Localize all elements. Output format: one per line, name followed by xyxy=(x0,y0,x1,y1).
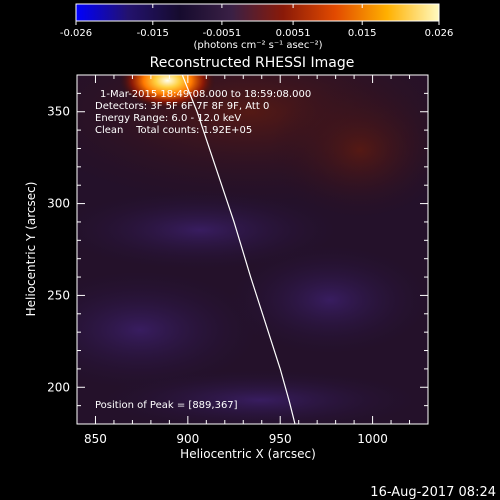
colorbar-ticks: -0.026 -0.015 -0.0051 0.0051 0.015 0.026 xyxy=(60,4,453,39)
x-tick-label: 950 xyxy=(269,432,292,446)
colorbar-tick-label: -0.026 xyxy=(60,28,92,39)
plot-image xyxy=(77,75,428,424)
solar-limb-curve xyxy=(181,75,296,424)
colorbar-tick-label: 0.026 xyxy=(425,28,454,39)
x-tick-label: 1000 xyxy=(357,432,388,446)
clean-counts-text: Clean Total counts: 1.92E+05 xyxy=(95,125,252,136)
y-tick-label: 350 xyxy=(47,105,70,119)
peak-emission xyxy=(119,75,216,109)
x-axis: 850 900 950 1000 xyxy=(84,75,411,446)
colorbar xyxy=(75,3,440,22)
x-tick-label: 850 xyxy=(84,432,107,446)
detectors-text: Detectors: 3F 5F 6F 7F 8F 9F, Att 0 xyxy=(95,101,269,112)
x-axis-label: Heliocentric X (arcsec) xyxy=(180,447,316,461)
x-tick-label: 900 xyxy=(176,432,199,446)
footer-date: 16-Aug-2017 08:24 xyxy=(370,485,496,500)
colorbar-tick-label: 0.0051 xyxy=(276,28,311,39)
plot-frame xyxy=(76,74,429,425)
colorbar-unit-label: (photons cm⁻² s⁻¹ asec⁻²) xyxy=(193,40,322,51)
chart-title: Reconstructed RHESSI Image xyxy=(150,55,355,71)
y-axis: 200 250 300 350 xyxy=(47,74,428,407)
colorbar-tick-label: 0.015 xyxy=(348,28,377,39)
time-range-text: 1-Mar-2015 18:49:08.000 to 18:59:08.000 xyxy=(100,89,311,100)
colorbar-tick-label: -0.0051 xyxy=(203,28,242,39)
y-tick-label: 300 xyxy=(47,197,70,211)
colorbar-tick-label: -0.015 xyxy=(137,28,169,39)
y-axis-label: Heliocentric Y (arcsec) xyxy=(24,182,38,317)
energy-range-text: Energy Range: 6.0 - 12.0 keV xyxy=(95,113,241,124)
y-tick-label: 250 xyxy=(47,288,70,302)
peak-position-text: Position of Peak = [889,367] xyxy=(95,400,238,411)
y-tick-label: 200 xyxy=(47,380,70,394)
